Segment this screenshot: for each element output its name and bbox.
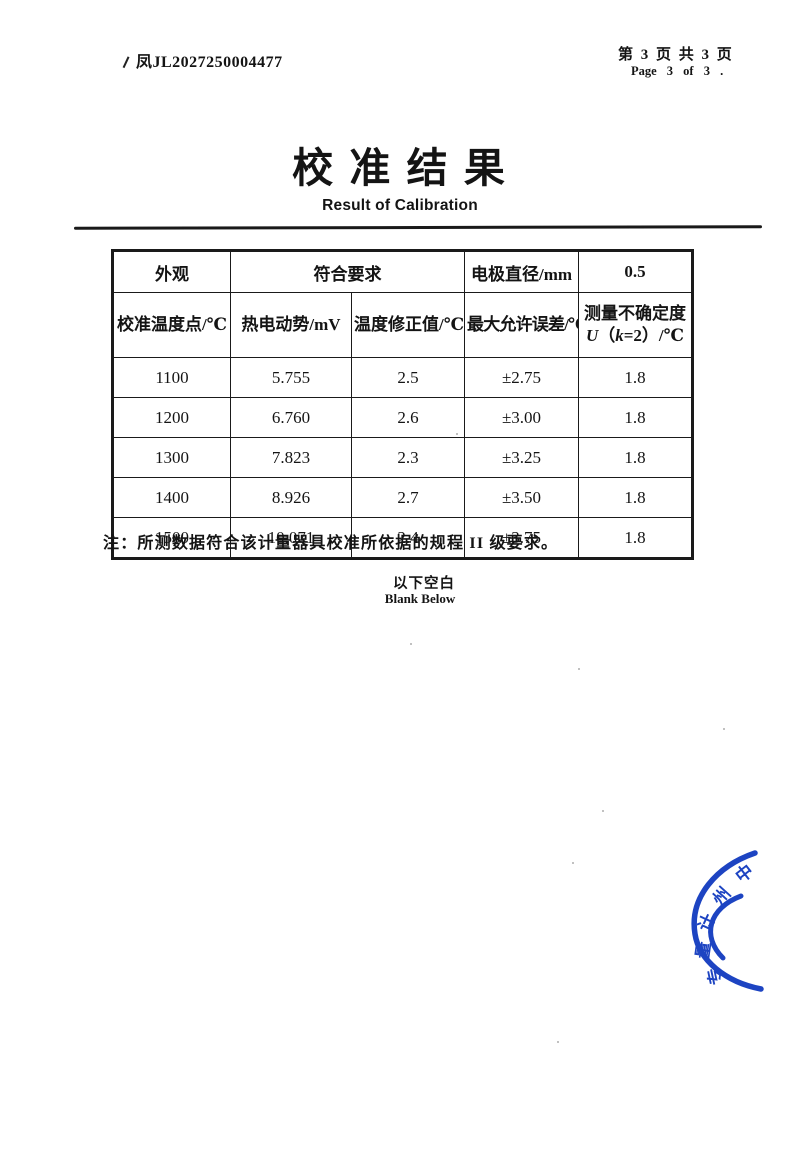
- blank-below-en: Blank Below: [384, 591, 456, 606]
- table-row: 1300 7.823 2.3 ±3.25 1.8: [112, 437, 693, 478]
- uncertainty-k-symbol: k: [615, 326, 624, 345]
- table-cell: 1.8: [578, 477, 693, 518]
- table-cell: 5.755: [230, 357, 352, 398]
- electrode-diameter-value-cell: 0.5: [578, 250, 693, 293]
- stamp-char: 计: [694, 911, 719, 935]
- stamp-char: 专: [704, 966, 727, 987]
- table-cell: 1300: [112, 437, 231, 478]
- table-cell: 1400: [112, 477, 231, 518]
- calibration-table-wrapper: 外观 符合要求 电极直径/mm 0.5 校准温度点/℃ 热电动势/mV 温度修正…: [111, 249, 694, 560]
- table-row: 1200 6.760 2.6 ±3.00 1.8: [112, 397, 693, 438]
- calibration-stamp-seal: 中 州 计 量 专: [691, 850, 764, 992]
- table-cell: 6.760: [230, 397, 352, 438]
- table-header-row: 校准温度点/℃ 热电动势/mV 温度修正值/℃ 最大允许误差/℃ 测量不确定度 …: [112, 292, 693, 358]
- header-max-error: 最大允许误差/℃: [464, 292, 579, 358]
- table-cell: 1.8: [578, 437, 693, 478]
- page-indicator-cn: 第 3 页 共 3 页: [618, 47, 734, 63]
- uncertainty-u-symbol: U: [585, 326, 599, 345]
- scan-speck: [456, 433, 458, 435]
- table-row: 1400 8.926 2.7 ±3.50 1.8: [112, 477, 693, 518]
- table-cell: 2.3: [351, 437, 465, 478]
- scan-speck: [602, 810, 604, 812]
- table-cell: 2.6: [351, 397, 465, 438]
- table-row: 1100 5.755 2.5 ±2.75 1.8: [112, 357, 693, 398]
- uncertainty-rest: =2）/℃: [623, 326, 685, 345]
- calibration-results-table: 外观 符合要求 电极直径/mm 0.5 校准温度点/℃ 热电动势/mV 温度修正…: [111, 249, 694, 560]
- table-cell: 1200: [112, 397, 231, 438]
- table-row-appearance: 外观 符合要求 电极直径/mm 0.5: [112, 250, 693, 293]
- header-uncertainty: 测量不确定度 U（k=2）/℃: [578, 292, 693, 358]
- table-cell: ±3.50: [464, 477, 579, 518]
- scan-speck: [572, 862, 574, 864]
- header-emf: 热电动势/mV: [230, 292, 352, 358]
- table-cell: 7.823: [230, 437, 352, 478]
- uncertainty-paren: （: [598, 326, 616, 345]
- table-row: 1500 10.071 2.4 ±3.75 1.8: [112, 517, 693, 559]
- scan-speck: [578, 668, 580, 670]
- page-indicator-en: Page 3 of 3 .: [631, 64, 724, 78]
- appearance-value-cell: 符合要求: [230, 250, 465, 293]
- blank-below-cn: 以下空白: [393, 576, 455, 592]
- page-title: 校 准 结 果: [292, 145, 508, 191]
- scan-speck: [723, 728, 725, 730]
- table-cell: 2.5: [351, 357, 465, 398]
- scan-speck: [410, 643, 412, 645]
- table-cell: 1.8: [578, 357, 693, 398]
- uncertainty-line1: 测量不确定度: [584, 303, 686, 323]
- table-cell: 1.8: [578, 517, 693, 559]
- stamp-outer-arc: [691, 850, 764, 992]
- stamp-char: 州: [708, 884, 734, 910]
- stamp-inner-arc: [708, 893, 744, 961]
- header-temperature-point: 校准温度点/℃: [112, 292, 231, 358]
- table-cell: ±3.75: [464, 517, 579, 559]
- page-subtitle: Result of Calibration: [322, 197, 478, 214]
- table-cell: 10.071: [230, 517, 352, 559]
- table-cell: ±3.00: [464, 397, 579, 438]
- table-cell: ±3.25: [464, 437, 579, 478]
- table-cell: 8.926: [230, 477, 352, 518]
- electrode-diameter-label-cell: 电极直径/mm: [464, 250, 579, 293]
- title-divider: [73, 225, 763, 230]
- certificate-number: 凤JL2027250004477: [126, 48, 283, 72]
- scan-speck: [557, 1041, 559, 1043]
- table-cell: 1500: [112, 517, 231, 559]
- table-cell: 1100: [112, 357, 231, 398]
- table-cell: 2.7: [351, 477, 465, 518]
- stamp-char: 量: [692, 940, 714, 960]
- table-cell: ±2.75: [464, 357, 579, 398]
- note-line: 注：所测数据符合该计量器具校准所依据的规程 II 级要求。: [103, 535, 559, 552]
- header-correction: 温度修正值/℃: [351, 292, 465, 358]
- table-cell: 1.8: [578, 397, 693, 438]
- appearance-label-cell: 外观: [112, 250, 231, 293]
